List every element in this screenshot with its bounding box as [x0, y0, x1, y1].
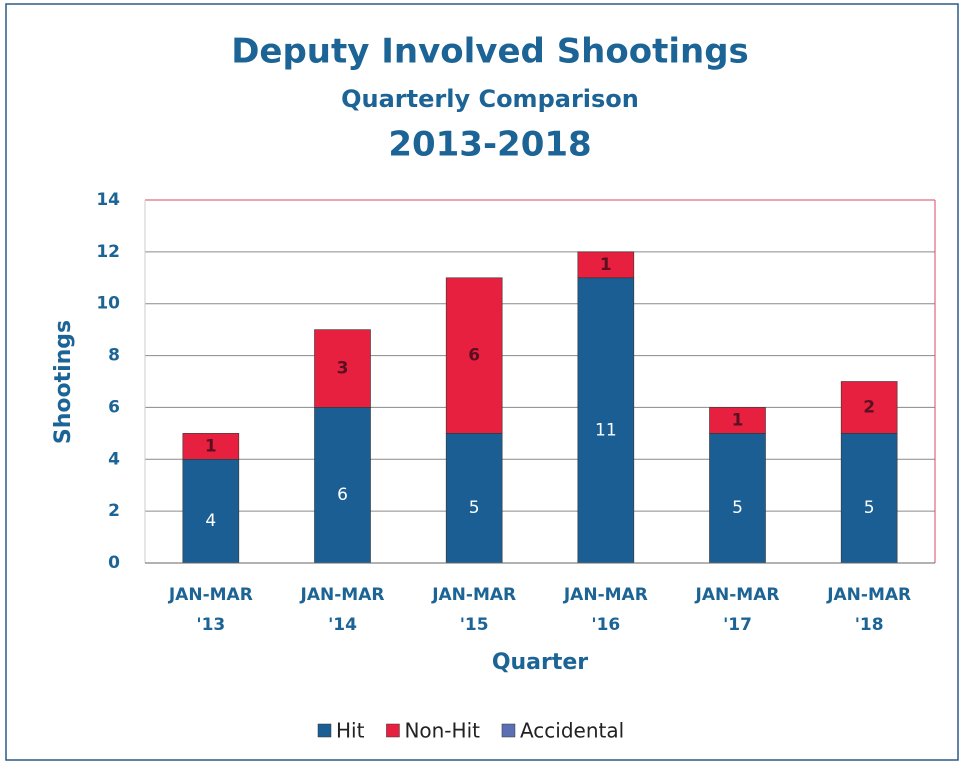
x-tick-label: JAN-MAR '15 [431, 585, 516, 635]
bar [445, 433, 503, 564]
legend-label: Accidental [520, 719, 624, 743]
bar [314, 407, 371, 564]
bar [709, 407, 766, 434]
bar [577, 251, 635, 279]
y-tick-label: 2 [108, 501, 120, 521]
y-axis-title: Shootings [51, 320, 76, 444]
y-tick-label: 14 [96, 190, 120, 210]
chart-subtitle: Quarterly Comparison [341, 85, 639, 113]
bar [840, 433, 898, 564]
bar [182, 458, 240, 564]
y-tick-label: 6 [108, 397, 120, 417]
y-tick-label: 4 [108, 449, 120, 469]
data-label: 1 [600, 255, 612, 275]
bar [709, 433, 766, 564]
x-axis-title: Quarter [492, 650, 588, 675]
data-label: 4 [205, 511, 216, 531]
legend-swatch [501, 723, 516, 738]
x-tick-label: JAN-MAR '17 [695, 585, 780, 635]
x-tick-label: JAN-MAR '14 [300, 585, 385, 635]
frame [5, 3, 959, 761]
chart-subtitle: 2013-2018 [388, 125, 591, 165]
data-label: 1 [732, 410, 744, 430]
data-label: 5 [469, 498, 480, 518]
legend-label: Non-Hit [404, 719, 480, 743]
legend-label: Hit [336, 719, 365, 743]
bar [840, 381, 898, 434]
bar [445, 277, 503, 434]
data-label: 6 [468, 346, 480, 366]
x-tick-label: JAN-MAR '13 [168, 585, 253, 635]
data-label: 6 [337, 485, 348, 505]
y-tick-label: 12 [96, 242, 120, 262]
y-tick-label: 0 [108, 553, 120, 573]
legend-swatch [386, 723, 400, 738]
bar [577, 277, 635, 564]
data-label: 5 [732, 498, 743, 518]
chart-title: Deputy Involved Shootings [231, 32, 749, 72]
x-tick-label: JAN-MAR '18 [826, 585, 911, 635]
data-label: 5 [864, 498, 875, 518]
bar [314, 329, 371, 408]
bar [182, 433, 240, 460]
data-label: 3 [337, 359, 349, 379]
data-label: 2 [863, 397, 875, 417]
legend-swatch [317, 723, 332, 738]
x-tick-label: JAN-MAR '16 [563, 585, 648, 635]
data-label: 11 [595, 420, 617, 440]
y-tick-label: 8 [108, 346, 120, 366]
data-label: 1 [205, 436, 217, 456]
y-tick-label: 10 [96, 294, 120, 314]
